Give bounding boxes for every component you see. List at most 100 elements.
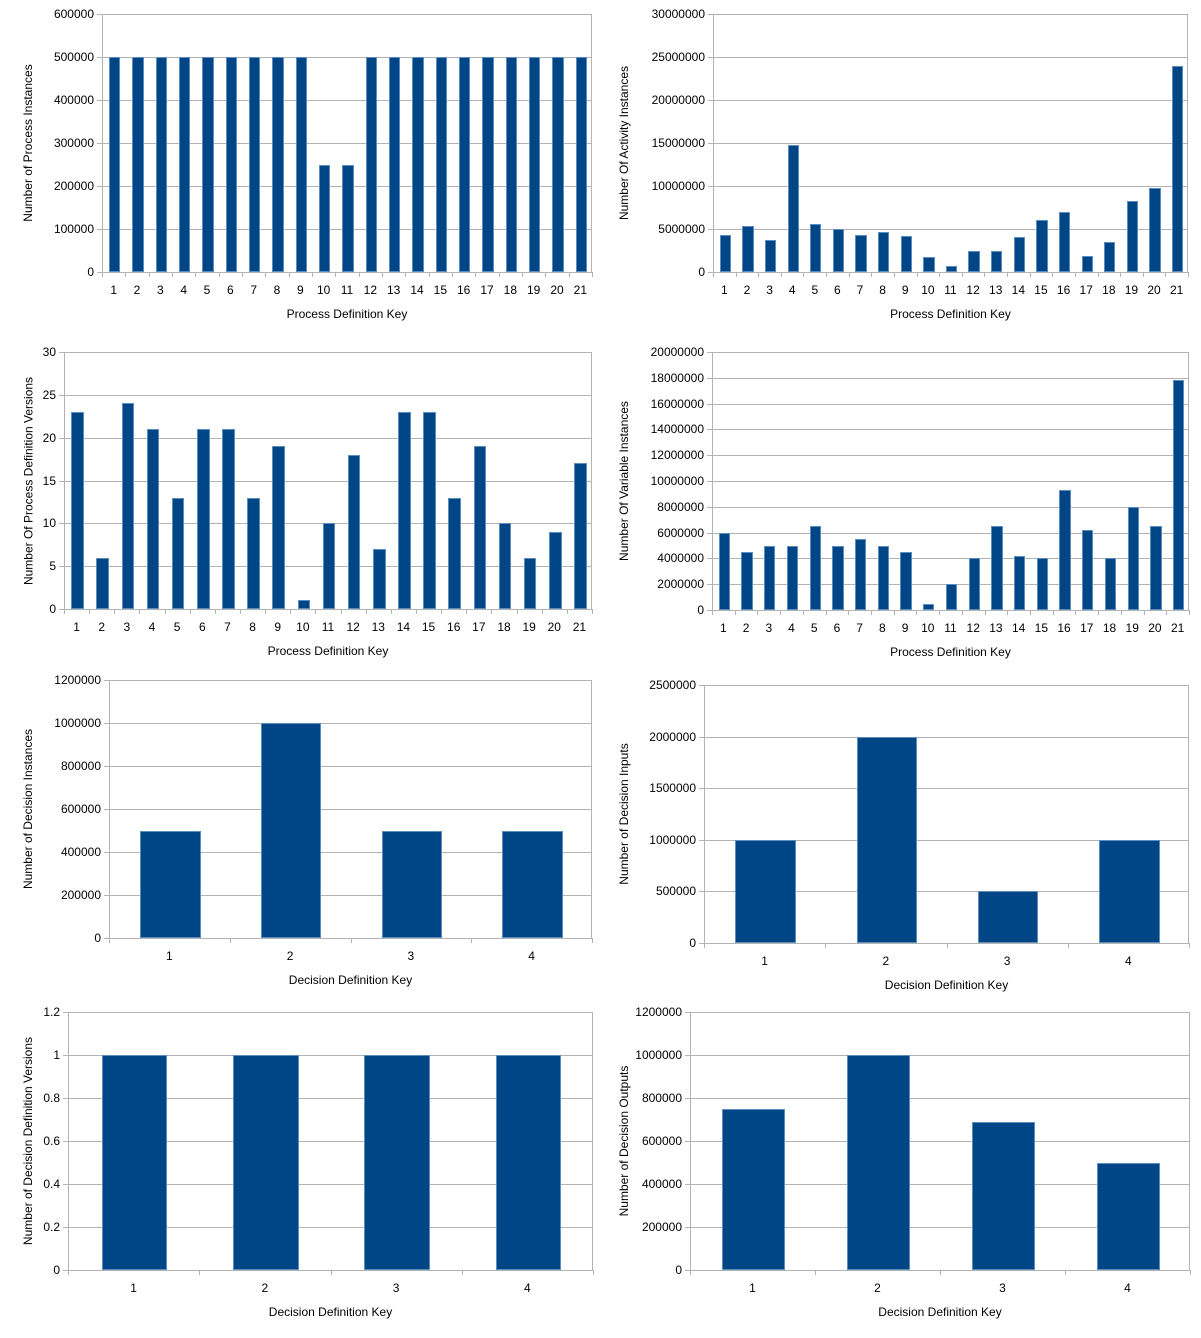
bar[interactable] [552, 57, 564, 272]
bar[interactable] [197, 429, 210, 609]
bar[interactable] [96, 557, 109, 609]
bar[interactable] [968, 250, 980, 272]
bar[interactable] [923, 603, 935, 610]
bar[interactable] [248, 57, 261, 272]
bar[interactable] [735, 839, 796, 943]
bar[interactable] [140, 830, 201, 938]
bar[interactable] [121, 403, 135, 609]
bar[interactable] [718, 532, 731, 610]
bar[interactable] [575, 57, 588, 272]
bar[interactable] [1013, 236, 1025, 272]
bar[interactable] [945, 265, 958, 272]
bar[interactable] [398, 411, 411, 609]
bar[interactable] [322, 523, 336, 609]
bar[interactable] [810, 223, 822, 272]
bar[interactable] [171, 497, 185, 609]
bar[interactable] [1172, 380, 1185, 610]
bar[interactable] [877, 231, 890, 272]
bar[interactable] [968, 558, 980, 610]
bar[interactable] [742, 225, 754, 272]
bar[interactable] [272, 446, 285, 609]
bar[interactable] [719, 235, 731, 272]
bar[interactable] [412, 57, 424, 272]
bar[interactable] [202, 57, 214, 272]
bar[interactable] [854, 539, 867, 610]
bar[interactable] [108, 57, 121, 272]
bar[interactable] [435, 57, 448, 272]
bar[interactable] [1150, 526, 1162, 610]
bar[interactable] [381, 830, 443, 938]
bar[interactable] [505, 57, 518, 272]
bar[interactable] [71, 411, 84, 609]
bar[interactable] [809, 526, 821, 610]
bar[interactable] [787, 144, 799, 272]
bar[interactable] [1059, 490, 1071, 610]
bar[interactable] [1126, 201, 1139, 272]
bar[interactable] [222, 429, 235, 609]
bar[interactable] [233, 1055, 299, 1270]
bar[interactable] [146, 429, 160, 609]
bar[interactable] [365, 57, 378, 272]
bar[interactable] [1058, 211, 1071, 272]
bar[interactable] [991, 526, 1003, 610]
bar[interactable] [877, 545, 890, 610]
bar[interactable] [388, 57, 401, 272]
bar[interactable] [945, 584, 958, 610]
bar[interactable] [318, 164, 331, 272]
bar[interactable] [764, 545, 776, 610]
bar[interactable] [247, 497, 260, 609]
bar[interactable] [972, 1121, 1035, 1270]
bar[interactable] [342, 164, 354, 272]
bar[interactable] [1149, 187, 1161, 272]
bar[interactable] [498, 523, 512, 609]
bar[interactable] [482, 57, 494, 272]
bar[interactable] [1036, 558, 1049, 610]
bar[interactable] [1104, 558, 1117, 610]
bar[interactable] [832, 229, 845, 272]
bar[interactable] [832, 545, 844, 610]
bar[interactable] [856, 736, 918, 943]
bar[interactable] [458, 57, 471, 272]
bar[interactable] [495, 1055, 562, 1270]
bar[interactable] [847, 1055, 910, 1270]
bar[interactable] [900, 235, 912, 272]
bar[interactable] [1127, 506, 1139, 610]
bar[interactable] [741, 551, 753, 610]
bar[interactable] [473, 446, 487, 609]
bar[interactable] [272, 57, 284, 272]
bar[interactable] [502, 830, 563, 938]
bar[interactable] [132, 57, 144, 272]
bar[interactable] [1036, 220, 1048, 272]
bar[interactable] [523, 557, 537, 609]
bar[interactable] [373, 549, 386, 609]
bar[interactable] [448, 497, 461, 609]
bar[interactable] [722, 1108, 785, 1270]
bar[interactable] [295, 57, 308, 272]
bar[interactable] [923, 256, 935, 272]
bar[interactable] [225, 57, 238, 272]
bar[interactable] [101, 1055, 168, 1270]
bar[interactable] [1097, 1162, 1160, 1270]
bar[interactable] [1099, 839, 1160, 943]
bar[interactable] [423, 411, 436, 609]
bar[interactable] [574, 463, 587, 609]
bar[interactable] [1081, 255, 1093, 272]
bar[interactable] [764, 239, 777, 272]
bar[interactable] [260, 723, 322, 938]
bar[interactable] [528, 57, 541, 272]
bar[interactable] [1013, 555, 1026, 610]
bar[interactable] [855, 235, 867, 272]
bar[interactable] [786, 545, 799, 610]
bar[interactable] [1172, 66, 1184, 272]
bar[interactable] [155, 57, 168, 272]
bar[interactable] [549, 531, 562, 609]
bar[interactable] [977, 891, 1039, 943]
bar[interactable] [178, 57, 191, 272]
bar[interactable] [900, 551, 912, 610]
bar[interactable] [347, 454, 361, 609]
bar[interactable] [297, 600, 311, 609]
bar[interactable] [1082, 530, 1094, 610]
bar[interactable] [364, 1055, 430, 1270]
bar[interactable] [991, 250, 1003, 272]
bar[interactable] [1104, 241, 1116, 272]
